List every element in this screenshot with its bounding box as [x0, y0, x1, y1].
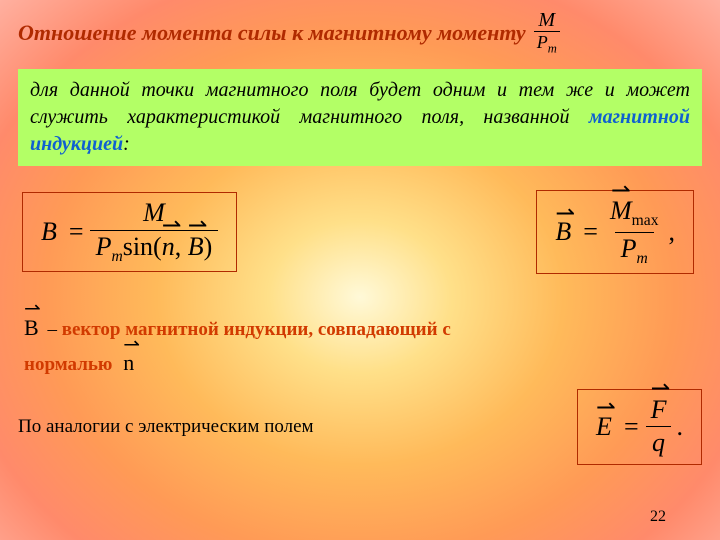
title-row: Отношение момента силы к магнитному моме… [18, 10, 702, 55]
ratio-denominator: Pm [534, 31, 560, 55]
B-vector-symbol: B [24, 310, 39, 345]
formula1-fraction: M Pmsin(n, B) [90, 199, 219, 265]
desc-line1: вектор магнитной индукции, совпадающий с [62, 319, 451, 340]
formula-B-general: B = M Pmsin(n, B) [22, 192, 237, 272]
bottom-row: По аналогии с электрическим полем E = F … [18, 389, 702, 465]
desc-line2: нормалью [24, 354, 112, 375]
formula3-fraction: F q [645, 396, 673, 458]
formula-row: B = M Pmsin(n, B) B = Mmax Pm , [18, 190, 702, 274]
description: B – вектор магнитной индукции, совпадающ… [18, 310, 702, 381]
formula1-denominator: Pmsin(n, B) [90, 230, 219, 265]
n-vector-symbol: n [123, 345, 134, 380]
analogy-text: По аналогии с электрическим полем [18, 416, 314, 438]
page-title: Отношение момента силы к магнитному моме… [18, 20, 526, 46]
ratio-numerator: M [535, 10, 558, 31]
page-number: 22 [650, 508, 666, 526]
title-ratio: M Pm [534, 10, 560, 55]
formula2-fraction: Mmax Pm [604, 197, 665, 267]
formula-B-max: B = Mmax Pm , [536, 190, 694, 274]
formula-E: E = F q . [577, 389, 702, 465]
definition-box: для данной точки магнитного поля будет о… [18, 69, 702, 166]
